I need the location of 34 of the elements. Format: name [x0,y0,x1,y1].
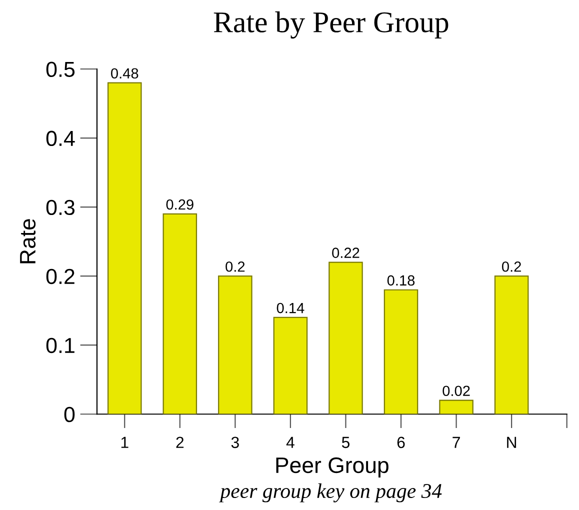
bar [384,289,418,414]
data-label: 0.48 [111,68,138,79]
x-tick-label: 3 [231,436,239,448]
bar [107,82,142,414]
bar [273,316,308,414]
y-tick-label: 0.1 [46,338,74,354]
x-tick-label: 7 [452,436,460,448]
bar [328,262,363,414]
y-axis-title: Rate [20,219,36,264]
chart-title: Rate by Peer Group [214,11,448,39]
data-label: 0.29 [166,199,194,210]
y-tick-label: 0.5 [46,62,75,78]
data-label: 0.18 [387,275,415,286]
bar [494,276,529,414]
x-tick-label: 6 [397,436,405,448]
data-label: 0.14 [276,302,304,314]
y-tick-label: 0 [64,406,75,422]
bar [162,213,198,414]
x-tick-label: 1 [121,436,128,448]
y-tick-label: 0.4 [46,130,75,146]
y-tick-label: 0.3 [46,200,75,216]
data-label: 0.02 [442,386,470,396]
bar [439,400,474,414]
text: peer group key on page 34 [218,483,442,502]
data-label: 0.22 [332,248,360,258]
data-label: 0.2 [226,261,245,272]
x-tick-label: 5 [342,436,350,448]
x-tick-label: N [507,436,516,448]
data-label: 0.2 [502,261,521,272]
y-tick-label: 0.2 [46,268,74,284]
x-tick-label: 4 [286,436,294,448]
x-tick-label: 2 [176,436,184,448]
bar [218,276,252,414]
x-axis-title: Peer Group [276,457,388,478]
